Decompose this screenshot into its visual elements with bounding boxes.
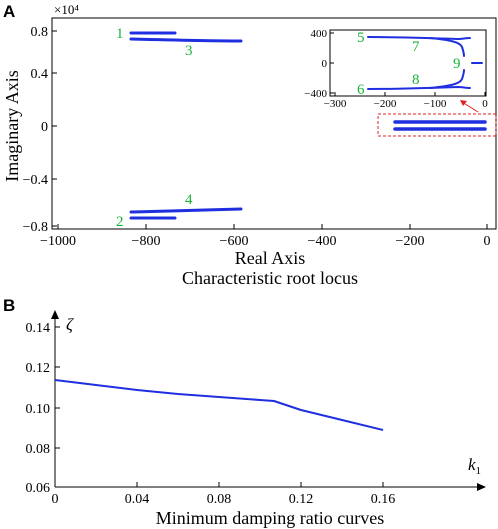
a-xlabel: Real Axis bbox=[235, 248, 306, 268]
b-xtick-4: 0.16 bbox=[371, 492, 396, 507]
a-ytick-3: −0.4 bbox=[23, 173, 48, 188]
a-xtick-3: −400 bbox=[308, 234, 337, 249]
panel-a-letter: A bbox=[3, 2, 15, 21]
label-2: 2 bbox=[116, 214, 124, 230]
zoom-arrow bbox=[460, 100, 479, 113]
a-ytick-1: 0.4 bbox=[31, 67, 49, 82]
inset-ytick-0: 400 bbox=[311, 28, 328, 40]
label-4: 4 bbox=[185, 192, 193, 208]
inset-series-8 bbox=[429, 69, 465, 89]
inset-ytick-1: 0 bbox=[322, 58, 328, 70]
inset-xtick-0: −300 bbox=[324, 98, 347, 110]
label-5: 5 bbox=[357, 30, 365, 46]
inset-series-5 bbox=[367, 36, 471, 41]
locus-series-4 bbox=[129, 207, 243, 214]
a-ytick-4: −0.8 bbox=[23, 220, 48, 235]
a-caption: Characteristic root locus bbox=[182, 268, 358, 288]
a-xtick-5: 0 bbox=[484, 234, 491, 249]
inset-series-6 bbox=[367, 85, 471, 90]
b-xtick-1: 0.04 bbox=[125, 492, 150, 507]
b-xlabel-k: k1 bbox=[468, 455, 481, 477]
locus-series-3 bbox=[129, 37, 243, 43]
a-ylabel: Imaginary Axis bbox=[2, 70, 22, 181]
b-ytick-0: 0.14 bbox=[26, 321, 51, 336]
inset-frame bbox=[329, 29, 487, 97]
a-locus-series bbox=[129, 31, 487, 220]
a-ytick-0: 0.8 bbox=[31, 25, 49, 40]
a-xtick-1: −800 bbox=[132, 234, 161, 249]
b-ytick-3: 0.08 bbox=[26, 442, 51, 457]
panel-a-x-ticks: −1000 −800 −600 −400 −200 0 bbox=[40, 224, 491, 249]
a-xtick-4: −200 bbox=[396, 234, 425, 249]
inset-series-7 bbox=[429, 37, 465, 57]
inset-xtick-2: −100 bbox=[424, 98, 447, 110]
label-1: 1 bbox=[116, 26, 124, 42]
b-xtick-0: 0 bbox=[52, 492, 59, 507]
b-xtick-2: 0.08 bbox=[207, 492, 232, 507]
zoom-box bbox=[377, 113, 497, 137]
exponent-label: ×10⁴ bbox=[54, 2, 79, 17]
panel-b-letter: B bbox=[3, 296, 15, 315]
label-7: 7 bbox=[412, 39, 420, 55]
a-xtick-2: −600 bbox=[220, 234, 249, 249]
label-8: 8 bbox=[412, 72, 420, 88]
damping-ratio-curve bbox=[54, 379, 384, 431]
label-9: 9 bbox=[453, 56, 461, 72]
b-xtick-3: 0.12 bbox=[289, 492, 314, 507]
b-ytick-4: 0.06 bbox=[26, 481, 51, 496]
panel-a-y-ticks: 0.8 0.4 0 −0.4 −0.8 bbox=[23, 25, 57, 235]
b-ytick-1: 0.12 bbox=[26, 361, 51, 376]
a-xtick-0: −1000 bbox=[40, 234, 76, 249]
inset-xtick-1: −200 bbox=[374, 98, 397, 110]
inset-plot: 400 0 −400 −300 −200 −100 0 5 6 7 8 9 bbox=[304, 28, 488, 110]
panel-b-axes bbox=[51, 310, 486, 491]
inset-ytick-2: −400 bbox=[304, 88, 327, 100]
b-caption: Minimum damping ratio curves bbox=[156, 508, 384, 528]
b-ytick-2: 0.10 bbox=[26, 402, 51, 417]
label-6: 6 bbox=[357, 82, 365, 98]
label-3: 3 bbox=[185, 43, 193, 59]
a-ytick-2: 0 bbox=[41, 120, 48, 135]
inset-xtick-3: 0 bbox=[482, 98, 488, 110]
b-ylabel-zeta: ζ bbox=[66, 315, 74, 334]
